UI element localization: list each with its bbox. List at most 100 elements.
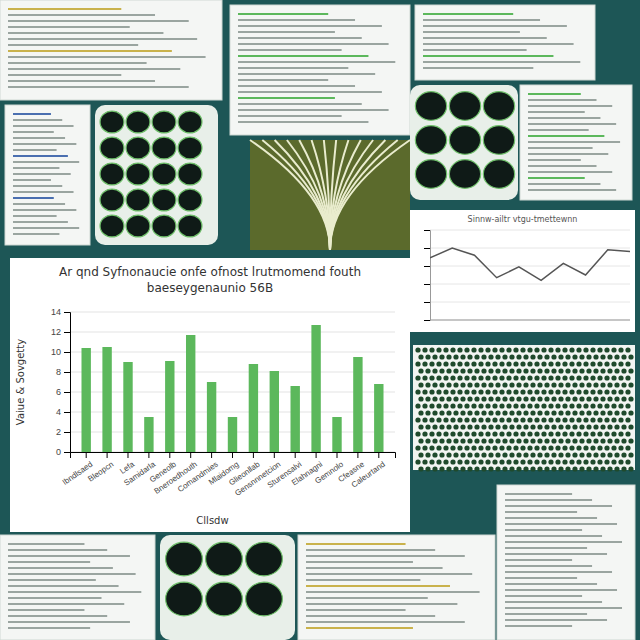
lines [430, 248, 630, 280]
dot [474, 466, 479, 471]
dot [625, 417, 630, 422]
text-line [238, 25, 382, 27]
text-line [306, 579, 420, 581]
y-axis [424, 231, 431, 321]
dot [614, 424, 619, 429]
dot [492, 389, 497, 394]
dot [516, 438, 521, 443]
cell [100, 163, 124, 185]
dot [425, 424, 430, 429]
dot [597, 347, 602, 352]
dot [576, 347, 581, 352]
y-tick [424, 248, 430, 249]
dot [548, 445, 553, 450]
tile-bg [95, 105, 218, 245]
dot [432, 452, 437, 457]
dot [520, 445, 525, 450]
dot [415, 347, 420, 352]
tile-bg [410, 85, 518, 200]
tick-mark [64, 332, 70, 333]
dot [429, 375, 434, 380]
cell [100, 215, 124, 237]
y-tick: 8 [56, 367, 70, 377]
dot [590, 445, 595, 450]
dot [565, 424, 570, 429]
dot [583, 459, 588, 464]
bar-chart-panel: Ar qnd Syfnonaucie onfe ofnost lrutmomen… [10, 258, 410, 532]
dot [551, 396, 556, 401]
dot [492, 459, 497, 464]
cell [449, 160, 480, 189]
dot [544, 452, 549, 457]
dot [513, 375, 518, 380]
dot [471, 361, 476, 366]
dot [586, 396, 591, 401]
dot [562, 431, 567, 436]
y-tick [424, 266, 430, 267]
dot [555, 361, 560, 366]
text-line [8, 26, 130, 28]
dot [593, 466, 598, 471]
dot [422, 445, 427, 450]
grid-line [70, 392, 395, 393]
axis-line [71, 453, 396, 459]
text-line [505, 499, 592, 501]
text-line [8, 50, 172, 52]
tick-mark [64, 312, 70, 313]
cell [100, 189, 124, 211]
dot [485, 361, 490, 366]
vein [312, 140, 330, 250]
dot [604, 445, 609, 450]
dot [506, 375, 511, 380]
dot [457, 445, 462, 450]
dot [453, 452, 458, 457]
tick-mark [424, 302, 430, 303]
text-line [505, 625, 572, 627]
dot [471, 375, 476, 380]
text-line [528, 189, 616, 191]
vein [262, 140, 330, 250]
dot [467, 410, 472, 415]
dot [597, 403, 602, 408]
dot [618, 431, 623, 436]
dot [418, 396, 423, 401]
dot [523, 382, 528, 387]
panel-bg [410, 210, 635, 332]
text-line [528, 129, 589, 131]
panel-bg [298, 535, 495, 640]
dot [572, 396, 577, 401]
dot [569, 347, 574, 352]
y-tick: 0 [56, 447, 70, 457]
dot [425, 368, 430, 373]
dot [569, 389, 574, 394]
text-line [13, 191, 74, 193]
dot [537, 452, 542, 457]
dot [422, 459, 427, 464]
dot [453, 466, 458, 471]
dot [548, 361, 553, 366]
dot [621, 466, 626, 471]
dot [600, 354, 605, 359]
dot [509, 410, 514, 415]
cell [246, 542, 283, 576]
dot [453, 382, 458, 387]
dot [422, 431, 427, 436]
text-line [423, 67, 533, 69]
x-axis-line [430, 320, 630, 321]
dot [593, 438, 598, 443]
dot [418, 466, 423, 471]
dot [415, 445, 420, 450]
cell [152, 189, 176, 211]
cell [152, 163, 176, 185]
dot [628, 382, 633, 387]
dot [551, 354, 556, 359]
bar [186, 335, 195, 452]
dot [548, 403, 553, 408]
dot [425, 382, 430, 387]
dot [628, 368, 633, 373]
dot [509, 382, 514, 387]
dot [558, 396, 563, 401]
text-line [8, 597, 102, 599]
panel-bg [10, 258, 410, 532]
tick-label: Caleurtand [350, 460, 387, 490]
